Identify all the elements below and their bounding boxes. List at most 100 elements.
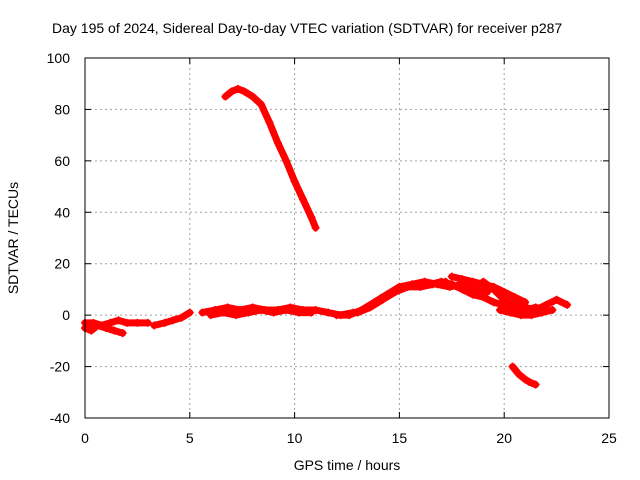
y-axis-label: SDTVAR / TECUs — [5, 182, 21, 294]
data-point — [257, 100, 266, 109]
y-tick-label: 100 — [47, 50, 71, 66]
data-point — [542, 300, 551, 309]
data-point — [521, 375, 530, 384]
data-point — [244, 308, 253, 317]
data-point — [185, 308, 194, 317]
axis-ticks: 0 5 10 15 20 25 -40 -20 0 20 40 60 80 100 — [47, 50, 617, 446]
data-point — [458, 275, 467, 284]
data-point — [227, 87, 236, 96]
data-point — [221, 92, 230, 101]
data-point — [160, 318, 169, 327]
y-tick-label: 0 — [62, 307, 70, 323]
data-point — [353, 308, 362, 317]
x-tick-label: 5 — [186, 430, 194, 446]
data-point — [447, 280, 456, 289]
data-point — [143, 318, 152, 327]
data-point — [240, 87, 249, 96]
data-point — [506, 308, 515, 317]
data-point — [114, 316, 123, 325]
y-tick-label: -40 — [50, 410, 70, 426]
x-tick-label: 25 — [601, 430, 617, 446]
data-point — [177, 313, 186, 322]
data-point — [311, 223, 320, 232]
y-tick-label: 60 — [54, 153, 70, 169]
y-tick-label: 20 — [54, 256, 70, 272]
data-point — [106, 318, 115, 327]
data-point — [552, 295, 561, 304]
data-point — [510, 293, 519, 302]
data-point — [500, 295, 509, 304]
data-point — [426, 280, 435, 289]
data-point — [496, 306, 505, 314]
data-point — [265, 118, 274, 127]
series-arc-3 — [150, 309, 194, 329]
data-point — [290, 177, 299, 186]
data-point — [531, 380, 540, 389]
data-point — [231, 311, 240, 320]
data-point — [332, 311, 341, 320]
grid-lines — [85, 58, 609, 418]
data-points — [81, 84, 572, 389]
data-point — [489, 298, 498, 307]
data-point — [133, 318, 142, 327]
data-point — [219, 308, 228, 317]
data-point — [510, 300, 519, 309]
y-tick-label: 40 — [54, 204, 70, 220]
data-point — [447, 272, 456, 281]
series-trace — [150, 309, 194, 329]
x-tick-label: 20 — [496, 430, 512, 446]
data-point — [468, 277, 477, 286]
data-point — [307, 213, 316, 222]
data-point — [516, 311, 525, 320]
data-point — [206, 311, 215, 320]
data-point — [521, 303, 530, 312]
y-tick-label: -20 — [50, 359, 70, 375]
data-point — [366, 303, 375, 312]
data-point — [514, 370, 523, 379]
data-point — [525, 378, 534, 386]
y-tick-label: 80 — [54, 101, 70, 117]
x-tick-label: 0 — [81, 430, 89, 446]
data-point — [500, 288, 509, 296]
data-point — [294, 308, 303, 317]
data-point — [508, 362, 517, 371]
data-point — [282, 156, 291, 165]
data-point — [198, 308, 207, 317]
data-point — [537, 308, 546, 317]
data-point — [87, 326, 96, 335]
data-point — [468, 290, 477, 299]
x-tick-label: 15 — [392, 430, 408, 446]
data-point — [234, 84, 243, 93]
data-point — [391, 288, 400, 296]
data-point — [273, 138, 282, 147]
data-point — [269, 308, 278, 317]
data-point — [248, 92, 257, 101]
data-point — [416, 282, 425, 291]
data-point — [282, 306, 291, 314]
data-point — [479, 293, 488, 302]
data-point — [479, 277, 488, 286]
data-point — [378, 295, 387, 304]
chart-title: Day 195 of 2024, Sidereal Day-to-day VTE… — [52, 20, 562, 36]
data-point — [257, 306, 266, 314]
data-point — [548, 306, 557, 314]
data-point — [122, 318, 131, 327]
data-point — [298, 195, 307, 204]
data-point — [527, 311, 536, 320]
data-point — [458, 285, 467, 294]
data-point — [97, 321, 106, 330]
x-axis-label: GPS time / hours — [294, 457, 401, 473]
data-point — [563, 300, 572, 309]
data-point — [324, 308, 333, 317]
x-tick-label: 10 — [287, 430, 303, 446]
data-point — [169, 316, 178, 325]
data-point — [118, 329, 127, 338]
data-point — [483, 288, 492, 296]
data-point — [403, 282, 412, 291]
data-point — [307, 308, 316, 317]
data-point — [89, 318, 98, 327]
data-point — [437, 277, 446, 286]
data-point — [110, 326, 119, 335]
plot-area-border — [84, 57, 610, 419]
